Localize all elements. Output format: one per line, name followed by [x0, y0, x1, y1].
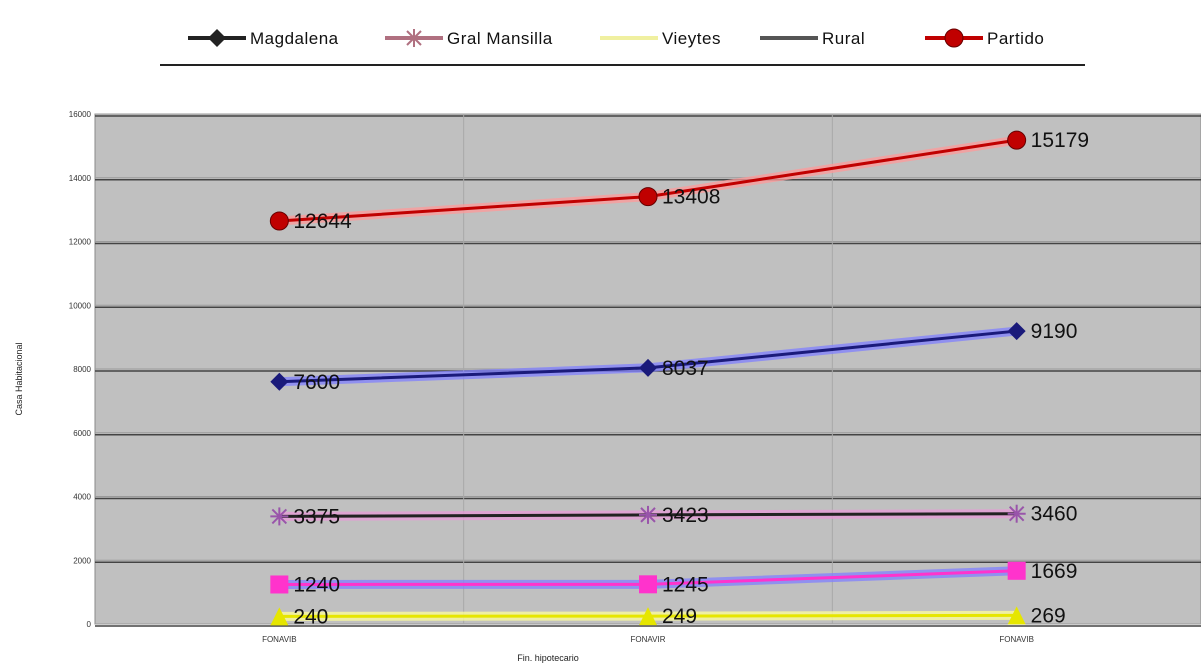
data-label: 269 — [1031, 604, 1066, 627]
data-point — [269, 211, 289, 231]
y-tick-label: 14000 — [69, 174, 92, 183]
x-axis-title: Fin. hipotecario — [517, 653, 579, 663]
data-point — [1007, 504, 1026, 523]
legend-marker — [944, 28, 964, 48]
legend-label: Partido — [987, 29, 1045, 48]
legend-swatch-partido — [925, 28, 983, 48]
x-tick-label: FONAVIB — [999, 635, 1034, 644]
data-point — [639, 358, 657, 377]
chart-legend: Magdalena Gral Mansilla Vieytes Rural Pa… — [160, 8, 1085, 66]
data-point — [270, 575, 289, 594]
series-rural: 3375 3423 3460 — [270, 503, 1078, 528]
series-magdalena: 7600 8037 9190 — [270, 320, 1077, 394]
data-label: 13408 — [662, 186, 720, 209]
legend-label: Rural — [822, 29, 866, 48]
data-point — [639, 575, 657, 594]
y-tick-label: 10000 — [69, 301, 92, 310]
legend-label: Gral Mansilla — [447, 29, 553, 48]
data-label: 12644 — [293, 210, 352, 233]
data-point — [1007, 561, 1026, 580]
series-partido: 12644 13408 15179 — [269, 129, 1089, 233]
data-point — [1007, 130, 1027, 150]
series-gral-mansilla: 1240 1245 1669 — [270, 560, 1078, 596]
legend-marker — [405, 29, 423, 47]
y-tick-label: 4000 — [73, 493, 91, 502]
data-label: 1669 — [1031, 560, 1078, 583]
data-point — [270, 372, 289, 391]
data-label: 3423 — [662, 504, 709, 527]
data-label: 1240 — [293, 573, 340, 596]
data-point — [639, 607, 657, 626]
x-tick-label: FONAVIB — [262, 635, 297, 644]
data-point — [270, 607, 289, 626]
y-tick-label: 16000 — [69, 110, 92, 119]
data-point — [1007, 606, 1026, 625]
data-label: 249 — [662, 605, 697, 628]
legend-label: Vieytes — [662, 29, 721, 48]
data-label: 8037 — [662, 357, 709, 380]
data-label: 3375 — [293, 505, 340, 528]
legend-swatch-vieytes — [600, 36, 658, 40]
data-label: 15179 — [1031, 129, 1089, 152]
legend-swatch-gral-mansilla — [385, 29, 443, 47]
x-tick-label: FONAVIR — [631, 635, 666, 644]
y-tick-label: 2000 — [73, 556, 91, 565]
data-label: 9190 — [1031, 320, 1078, 343]
legend-swatch-rural — [760, 36, 818, 40]
data-label: 1245 — [662, 573, 709, 596]
data-label: 240 — [293, 605, 328, 628]
y-tick-label: 8000 — [73, 365, 91, 374]
data-point — [639, 505, 657, 524]
series-vieytes: 240 249 269 — [270, 604, 1066, 628]
y-axis-title: Casa Habitacional — [14, 342, 24, 415]
legend-marker — [208, 29, 226, 47]
data-point — [270, 507, 289, 526]
y-tick-label: 12000 — [69, 238, 92, 247]
legend-label: Magdalena — [250, 29, 339, 48]
y-tick-label: 0 — [87, 620, 92, 629]
data-label: 3460 — [1031, 503, 1078, 526]
data-point — [1007, 322, 1026, 341]
data-point — [638, 187, 658, 207]
data-label: 7600 — [293, 371, 340, 394]
legend-swatch-magdalena — [188, 29, 246, 47]
y-tick-label: 6000 — [73, 429, 91, 438]
